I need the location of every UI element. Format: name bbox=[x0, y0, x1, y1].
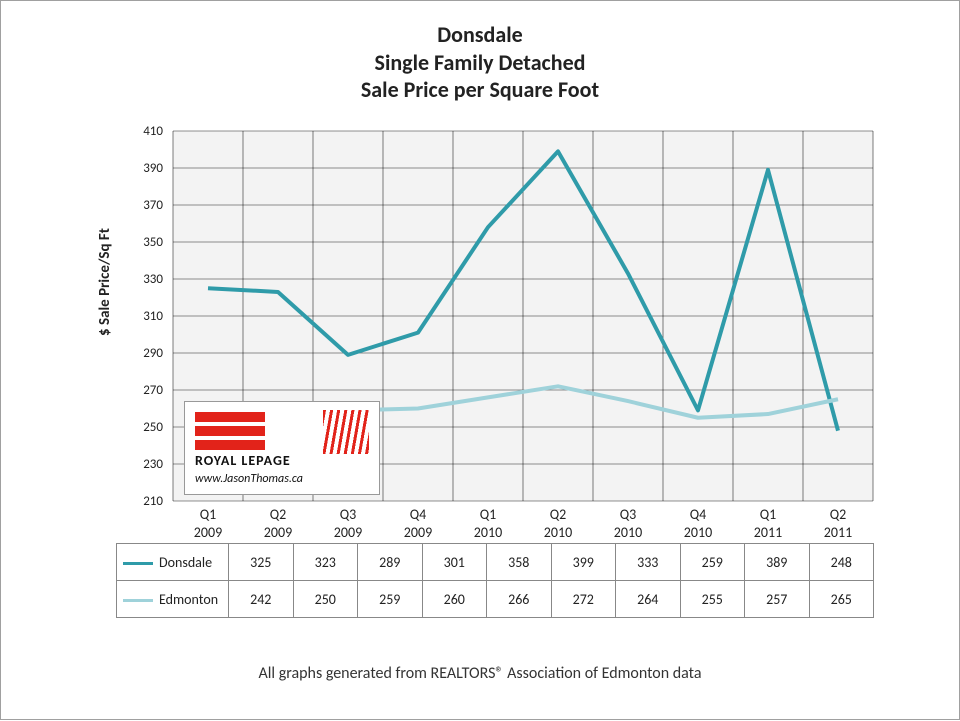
series-value-cell: 358 bbox=[487, 544, 552, 581]
svg-text:2011: 2011 bbox=[824, 524, 852, 541]
svg-text:410: 410 bbox=[143, 124, 163, 139]
svg-text:Q1: Q1 bbox=[480, 506, 497, 523]
source-footer: All graphs generated from REALTORS® Asso… bbox=[1, 664, 959, 683]
svg-text:210: 210 bbox=[143, 494, 163, 509]
legend-swatch bbox=[123, 599, 153, 602]
table-row: Donsdale325323289301358399333259389248 bbox=[117, 544, 874, 581]
svg-text:330: 330 bbox=[143, 272, 163, 287]
svg-text:370: 370 bbox=[143, 198, 163, 213]
svg-text:290: 290 bbox=[143, 346, 163, 361]
svg-text:Q2: Q2 bbox=[550, 506, 567, 523]
svg-text:390: 390 bbox=[143, 161, 163, 176]
svg-text:230: 230 bbox=[143, 457, 163, 472]
svg-text:2009: 2009 bbox=[334, 524, 362, 541]
svg-text:250: 250 bbox=[143, 420, 163, 435]
table-row: Edmonton242250259260266272264255257265 bbox=[117, 581, 874, 618]
series-value-cell: 255 bbox=[680, 581, 745, 618]
svg-text:2010: 2010 bbox=[684, 524, 712, 541]
brand-logo: ROYAL LEPAGE www.JasonThomas.ca bbox=[184, 401, 380, 495]
svg-text:2011: 2011 bbox=[754, 524, 782, 541]
series-value-cell: 259 bbox=[680, 544, 745, 581]
svg-text:2010: 2010 bbox=[474, 524, 502, 541]
svg-text:Q4: Q4 bbox=[410, 506, 427, 523]
legend-swatch bbox=[123, 562, 153, 565]
svg-text:Q1: Q1 bbox=[760, 506, 777, 523]
svg-text:2009: 2009 bbox=[264, 524, 292, 541]
logo-brand-text: ROYAL LEPAGE bbox=[195, 452, 291, 469]
series-value-cell: 248 bbox=[809, 544, 874, 581]
series-data-table: Donsdale325323289301358399333259389248Ed… bbox=[116, 543, 874, 618]
svg-text:2009: 2009 bbox=[194, 524, 222, 541]
series-legend-label: Edmonton bbox=[117, 581, 229, 618]
svg-text:Q3: Q3 bbox=[340, 506, 357, 523]
series-value-cell: 301 bbox=[422, 544, 487, 581]
series-value-cell: 257 bbox=[745, 581, 810, 618]
series-value-cell: 323 bbox=[293, 544, 358, 581]
svg-text:2010: 2010 bbox=[544, 524, 572, 541]
series-value-cell: 242 bbox=[229, 581, 294, 618]
logo-bar bbox=[195, 412, 265, 422]
series-value-cell: 325 bbox=[229, 544, 294, 581]
series-value-cell: 289 bbox=[358, 544, 423, 581]
series-value-cell: 389 bbox=[745, 544, 810, 581]
series-value-cell: 272 bbox=[551, 581, 616, 618]
svg-text:2009: 2009 bbox=[404, 524, 432, 541]
series-value-cell: 250 bbox=[293, 581, 358, 618]
svg-text:310: 310 bbox=[143, 309, 163, 324]
chart-page: Donsdale Single Family Detached Sale Pri… bbox=[0, 0, 960, 720]
series-value-cell: 265 bbox=[809, 581, 874, 618]
svg-text:Q1: Q1 bbox=[200, 506, 217, 523]
svg-text:Q2: Q2 bbox=[830, 506, 847, 523]
series-legend-label: Donsdale bbox=[117, 544, 229, 581]
series-value-cell: 266 bbox=[487, 581, 552, 618]
logo-slashes bbox=[323, 410, 369, 454]
svg-text:Q3: Q3 bbox=[620, 506, 637, 523]
logo-bar bbox=[195, 426, 265, 436]
series-value-cell: 260 bbox=[422, 581, 487, 618]
svg-text:2010: 2010 bbox=[614, 524, 642, 541]
series-value-cell: 264 bbox=[616, 581, 681, 618]
series-value-cell: 259 bbox=[358, 581, 423, 618]
logo-bar bbox=[195, 440, 265, 450]
series-value-cell: 399 bbox=[551, 544, 616, 581]
logo-url-text: www.JasonThomas.ca bbox=[195, 472, 303, 486]
svg-text:Q2: Q2 bbox=[270, 506, 287, 523]
svg-text:350: 350 bbox=[143, 235, 163, 250]
svg-text:270: 270 bbox=[143, 383, 163, 398]
series-value-cell: 333 bbox=[616, 544, 681, 581]
svg-text:Q4: Q4 bbox=[690, 506, 707, 523]
